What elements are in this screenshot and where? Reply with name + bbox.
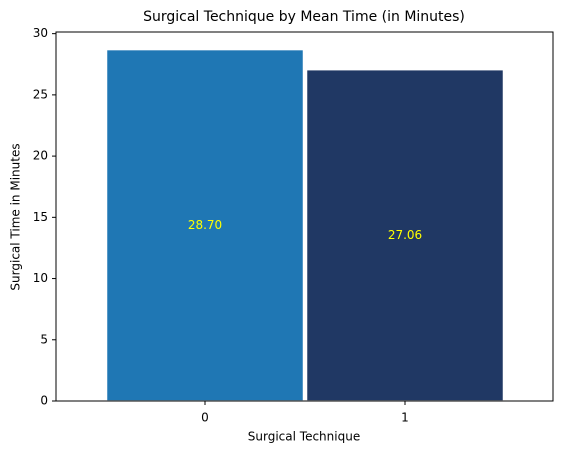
chart-title: Surgical Technique by Mean Time (in Minu… (143, 9, 465, 25)
bar (105, 48, 305, 402)
y-tick-label: 0 (40, 394, 48, 408)
value-label: 28.70 (188, 218, 222, 232)
y-tick-label: 20 (33, 149, 48, 163)
bar (305, 68, 505, 402)
x-tick-label: 1 (401, 411, 409, 425)
y-tick-label: 30 (33, 26, 48, 40)
x-axis-label: Surgical Technique (248, 430, 360, 444)
y-axis-label: Surgical Time in Minutes (9, 143, 23, 290)
y-tick-label: 15 (33, 210, 48, 224)
y-tick-label: 25 (33, 87, 48, 101)
value-label: 27.06 (388, 228, 422, 242)
x-tick-label: 0 (201, 411, 209, 425)
y-tick-label: 5 (40, 332, 48, 346)
plot-frame (55, 31, 554, 402)
y-tick-label: 10 (33, 271, 48, 285)
